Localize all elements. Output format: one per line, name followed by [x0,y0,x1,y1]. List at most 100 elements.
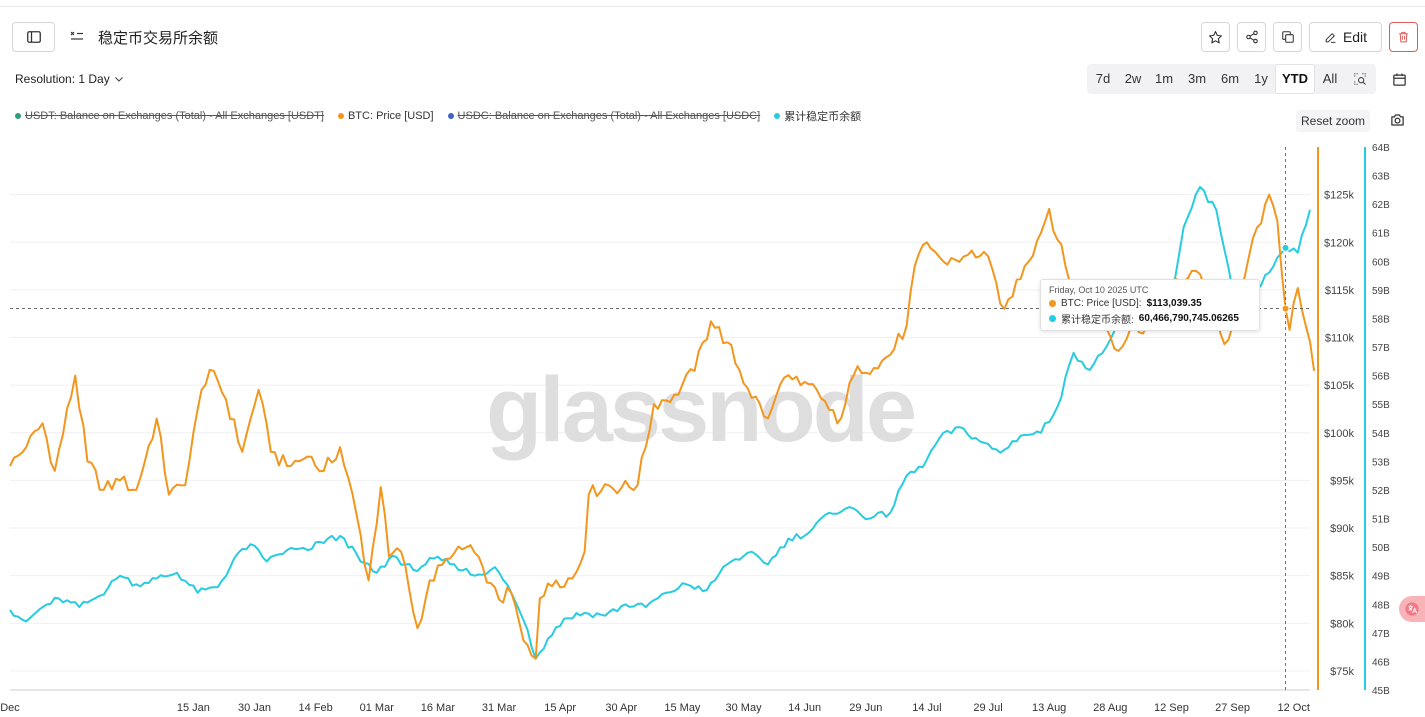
crosshair-stable-point [1281,243,1290,252]
pencil-icon [1325,32,1336,43]
camera-icon [1391,114,1404,126]
legend-item-usdc[interactable]: USDC: Balance on Exchanges (Total) - All… [447,108,760,124]
price-tick-label: $90k [1330,523,1354,535]
balance-tick-label: 50B [1372,543,1390,554]
watermark-text: glassnode [486,359,915,461]
edit-label: Edit [1342,29,1368,45]
balance-tick-label: 46B [1372,657,1390,668]
time-range-selector: 7d 2w 1m 3m 6m 1y YTD All [1087,64,1376,94]
tooltip-btc-label: BTC: Price [USD]: [1061,298,1142,309]
balance-tick-label: 54B [1372,429,1390,440]
duplicate-button[interactable] [1273,22,1302,52]
delete-button[interactable] [1389,22,1418,52]
x-tick-label: 16 Mar [421,702,456,714]
calendar-icon [1392,73,1406,86]
series-line-stablecoin-balance [9,186,1311,660]
reset-zoom-button[interactable]: Reset zoom [1296,110,1370,132]
date-picker-button[interactable] [1386,66,1412,92]
formula-list-icon [70,31,83,40]
x-tick-label: 12 Sep [1154,702,1189,714]
copy-icon [1281,31,1294,43]
range-1m-button[interactable]: 1m [1154,71,1174,86]
price-tick-label: $105k [1324,380,1354,392]
balance-tick-label: 59B [1372,286,1390,297]
balance-tick-label: 53B [1372,457,1390,468]
translate-extension-button[interactable] [1399,596,1425,622]
chart-crosshair [10,147,1310,690]
legend-usdt-swatch [15,113,21,119]
legend-item-stablecoin[interactable]: 累计稳定币余额 [774,108,861,124]
price-tick-label: $85k [1330,571,1354,583]
balance-tick-label: 45B [1372,686,1390,697]
legend-stablecoin-swatch [774,113,781,119]
chart-series [9,186,1316,660]
tooltip-stable-value: 60,466,790,745.06265 [1138,313,1239,324]
resolution-dropdown[interactable]: Resolution: 1 Day [15,72,124,86]
page-title: 稳定币交易所余额 [98,30,219,47]
legend-item-btc[interactable]: BTC: Price [USD] [337,108,434,124]
x-tick-label: 29 Jun [849,702,882,714]
balance-tick-label: 62B [1372,200,1390,211]
balance-tick-label: 57B [1372,343,1390,354]
legend-btc-swatch [337,113,344,119]
tooltip-btc-row: BTC: Price [USD]: $113,039.35 [1049,298,1251,309]
balance-tick-label: 64B [1372,143,1390,154]
price-tick-label: $80k [1330,618,1354,630]
legend-item-usdt[interactable]: USDT: Balance on Exchanges (Total) - All… [15,108,324,124]
legend-stablecoin-label: 累计稳定币余额 [784,111,862,123]
screenshot-button[interactable] [1390,113,1406,129]
balance-tick-label: 56B [1372,372,1390,383]
trash-icon [1399,31,1408,43]
x-tick-label: 30 Apr [605,702,637,714]
balance-tick-label: 52B [1372,486,1390,497]
price-tick-label: $110k [1325,333,1355,345]
range-2w-button[interactable]: 2w [1124,71,1142,86]
x-tick-label: 15 May [664,702,701,714]
zoom-select-button[interactable] [1346,64,1374,94]
favorite-button[interactable] [1201,22,1230,52]
zoom-area-icon [1354,73,1366,85]
balance-tick-label: 58B [1372,314,1390,325]
x-tick-label: 13 Aug [1032,702,1066,714]
x-tick-label: Dec [0,702,20,714]
x-tick-label: 15 Jan [177,702,210,714]
sidebar-panel-icon [26,31,41,43]
range-3m-button[interactable]: 3m [1187,71,1207,86]
price-tick-label: $125k [1324,190,1354,202]
range-ytd-button[interactable]: YTD [1275,64,1315,94]
top-divider [0,6,1425,7]
balance-tick-label: 48B [1372,600,1390,611]
series-line-btc-price [9,193,1316,660]
tooltip-btc-swatch [1049,300,1056,307]
x-tick-label: 14 Jul [912,702,941,714]
price-tick-label: $95k [1330,475,1354,487]
range-6m-button[interactable]: 6m [1220,71,1240,86]
balance-tick-label: 61B [1372,229,1390,240]
resolution-label: Resolution: 1 Day [15,72,110,86]
share-button[interactable] [1237,22,1266,52]
balance-tick-label: 47B [1372,629,1390,640]
x-tick-label: 28 Aug [1093,702,1127,714]
price-tick-label: $120k [1324,237,1354,249]
balance-tick-label: 51B [1372,515,1390,526]
range-all-button[interactable]: All [1322,71,1338,86]
x-tick-label: 01 Mar [360,702,395,714]
range-7d-button[interactable]: 7d [1095,71,1111,86]
chart-axes: $75k $80k $85k $90k $95k $100k $105k $110k $115k… [0,143,1390,714]
tooltip-date: Friday, Oct 10 2025 UTC [1049,285,1149,295]
legend-usdt-label: USDT: Balance on Exchanges (Total) - All… [25,110,324,122]
balance-tick-label: 49B [1372,572,1390,583]
x-tick-label: 12 Oct [1277,702,1309,714]
balance-tick-label: 60B [1372,257,1390,268]
page-header: 稳定币交易所余额 Edit [0,20,1425,54]
range-1y-button[interactable]: 1y [1254,71,1268,86]
translate-icon [1405,602,1419,616]
edit-button[interactable]: Edit [1309,22,1382,52]
chart-gridlines [10,194,1310,672]
price-tick-label: $115k [1325,285,1355,297]
x-tick-label: 30 May [726,702,763,714]
chart-tooltip: Friday, Oct 10 2025 UTC BTC: Price [USD]… [1040,279,1260,331]
toggle-sidebar-button[interactable] [12,22,55,52]
star-icon [1209,30,1222,43]
balance-tick-label: 63B [1372,172,1390,183]
